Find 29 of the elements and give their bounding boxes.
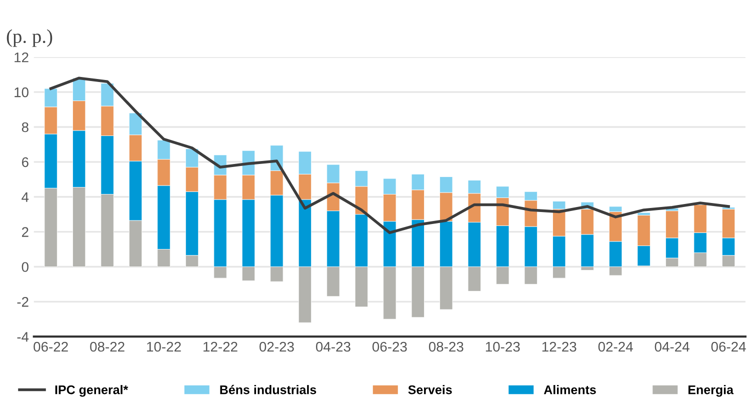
line-series	[49, 76, 730, 234]
x-tick-label: 08-23	[428, 342, 464, 352]
legend-label: Energia	[688, 385, 734, 397]
legend-label: Béns industrials	[220, 384, 316, 394]
y-tick-label: 4	[22, 192, 29, 202]
legend-label: IPC general*	[55, 385, 128, 397]
y-tick-label: 10	[14, 87, 28, 98]
y-tick-label: 12	[14, 52, 28, 62]
x-tick-label: 12-23	[542, 342, 576, 352]
x-tick-label: 12-22	[204, 342, 238, 352]
x-tick-label: 02-24	[598, 342, 633, 352]
x-tick-label: 04-24	[654, 342, 690, 352]
legend-label: Serveis	[408, 385, 452, 394]
x-tick-label: 04-23	[316, 342, 350, 352]
y-tick-label: 2	[22, 227, 28, 237]
legend-label: Aliments	[544, 385, 596, 394]
x-tick-label: 10-23	[486, 342, 520, 352]
x-tick-label: 08-22	[90, 342, 124, 352]
y-tick-label: -2	[17, 297, 28, 307]
x-tick-label: 10-22	[147, 342, 181, 352]
y-tick-label: 0	[22, 262, 28, 272]
y-tick-label: -4	[17, 332, 29, 342]
x-tick-label: 06-23	[372, 342, 407, 352]
x-tick-label: 02-23	[260, 342, 294, 352]
y-axis-title: (p. p.)	[6, 29, 52, 47]
x-tick-label: 06-22	[34, 342, 68, 352]
x-tick-label: 06-24	[711, 342, 746, 352]
y-tick-label: 6	[22, 157, 28, 168]
y-tick-label: 8	[22, 122, 28, 132]
